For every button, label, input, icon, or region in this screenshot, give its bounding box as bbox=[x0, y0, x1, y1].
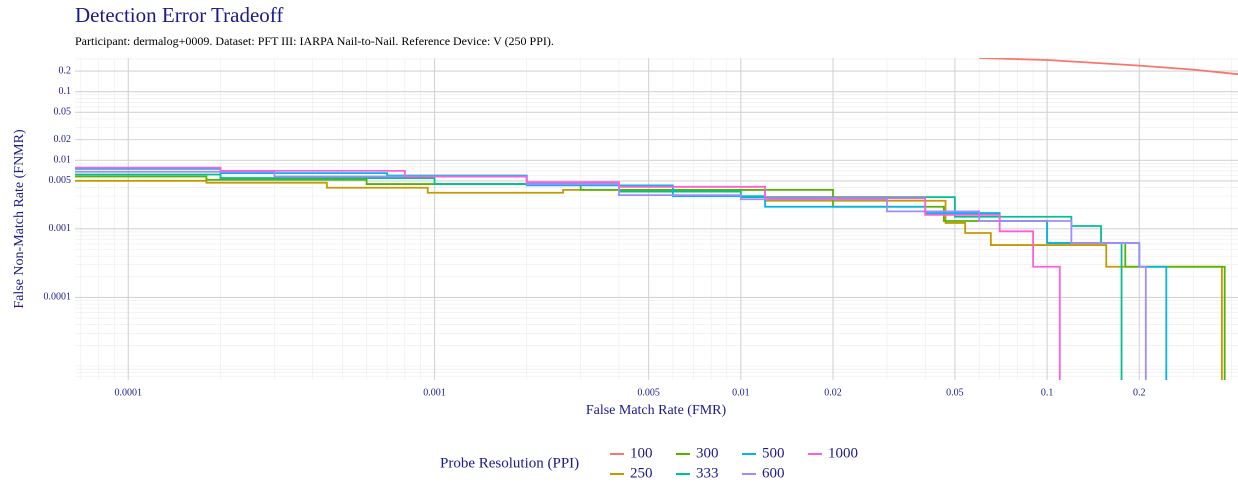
x-tick-label: 0.02 bbox=[824, 387, 842, 398]
legend-label: 250 bbox=[630, 465, 653, 481]
chart-subtitle: Participant: dermalog+0009. Dataset: PFT… bbox=[75, 34, 554, 48]
x-axis-label: False Match Rate (FMR) bbox=[586, 403, 727, 418]
x-tick-label: 0.0001 bbox=[115, 387, 143, 398]
legend-title: Probe Resolution (PPI) bbox=[440, 455, 579, 471]
legend-label: 300 bbox=[696, 445, 719, 461]
y-tick-label: 0.2 bbox=[59, 65, 72, 76]
x-tick-label: 0.005 bbox=[637, 387, 660, 398]
y-tick-label: 0.0001 bbox=[44, 292, 72, 303]
y-tick-label: 0.001 bbox=[49, 223, 72, 234]
chart-title: Detection Error Tradeoff bbox=[75, 3, 283, 27]
series-line bbox=[75, 175, 1226, 380]
y-tick-label: 0.01 bbox=[54, 155, 72, 166]
y-tick-label: 0.005 bbox=[49, 175, 72, 186]
series-line bbox=[75, 173, 1123, 380]
legend-label: 600 bbox=[762, 465, 785, 481]
x-tick-label: 0.01 bbox=[732, 387, 750, 398]
x-tick-label: 0.001 bbox=[423, 387, 446, 398]
y-tick-label: 0.1 bbox=[59, 86, 72, 97]
y-tick-label: 0.02 bbox=[54, 134, 72, 145]
x-tick-label: 0.2 bbox=[1133, 387, 1146, 398]
series-line bbox=[979, 58, 1238, 76]
series-line bbox=[75, 179, 1223, 380]
x-tick-label: 0.05 bbox=[946, 387, 964, 398]
legend-label: 333 bbox=[696, 465, 719, 481]
series-line bbox=[75, 166, 1061, 380]
legend-label: 500 bbox=[762, 445, 785, 461]
series-line bbox=[75, 170, 1147, 380]
y-tick-label: 0.05 bbox=[54, 107, 72, 118]
legend-label: 1000 bbox=[828, 445, 858, 461]
legend-label: 100 bbox=[630, 445, 653, 461]
series-line bbox=[75, 167, 1168, 380]
x-tick-label: 0.1 bbox=[1041, 387, 1054, 398]
y-axis-label: False Non-Match Rate (FNMR) bbox=[12, 129, 27, 309]
